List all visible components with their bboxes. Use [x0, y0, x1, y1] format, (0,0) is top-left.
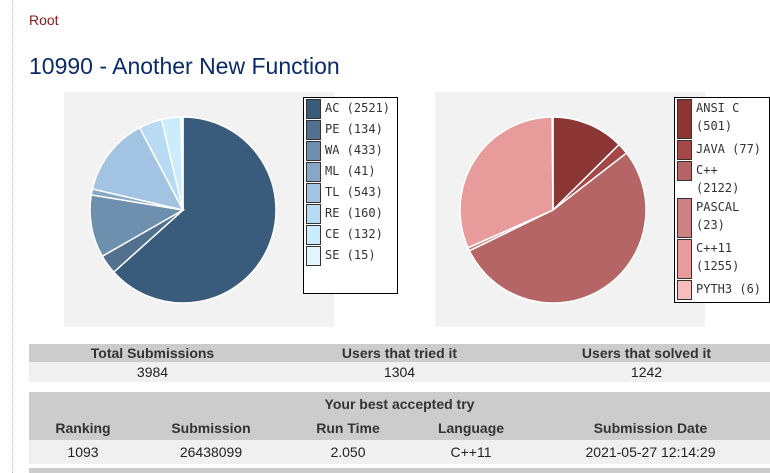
legend-swatch — [677, 198, 692, 238]
verdict-pie-chart — [64, 92, 334, 327]
best-accepted-try-table: Your best accepted try Ranking Submissio… — [29, 392, 770, 464]
legend-swatch — [306, 141, 321, 161]
run-time-value: 2.050 — [330, 444, 366, 460]
legend-item-ac: AC (2521) — [304, 98, 397, 119]
pie-slice-ac — [112, 116, 277, 304]
best-value-row: 1093 26438099 2.050 C++11 2021-05-27 12:… — [29, 440, 770, 464]
legend-label: C++ (2122) — [696, 163, 740, 195]
legend-swatch — [306, 120, 321, 140]
legend-swatch — [306, 183, 321, 203]
legend-label: AC (2521) — [325, 101, 391, 115]
stats-value-row: 3984 1304 1242 — [29, 362, 770, 382]
legend-item-wa: WA (433) — [304, 140, 397, 161]
breadcrumb-root-link[interactable]: Root — [29, 12, 59, 28]
legend-swatch — [677, 239, 692, 279]
legend-item-se: SE (15) — [304, 245, 397, 266]
stats-header-row: Total Submissions Users that tried it Us… — [29, 344, 770, 362]
legend-swatch — [306, 162, 321, 182]
legend-item-pe: PE (134) — [304, 119, 397, 140]
best-accepted-title: Your best accepted try — [29, 392, 770, 416]
legend-label: TL (543) — [325, 185, 383, 199]
legend-item-java: JAVA (77) — [675, 139, 769, 160]
legend-item-tl: TL (543) — [304, 182, 397, 203]
legend-label: PASCAL (23) — [696, 200, 740, 232]
submission-date-header: Submission Date — [593, 420, 708, 436]
language-header: Language — [437, 420, 505, 436]
pie-slice-c-11 — [459, 116, 554, 249]
legend-item-pyth3: PYTH3 (6) — [675, 279, 769, 300]
pie-slice-pyth3 — [551, 116, 554, 211]
legend-swatch — [306, 225, 321, 245]
users-solved-header: Users that solved it — [581, 345, 712, 361]
legend-item-cpp: C++ (2122) — [675, 160, 769, 197]
legend-label: RE (160) — [325, 206, 383, 220]
legend-swatch — [677, 99, 692, 139]
best-header-row: Ranking Submission Run Time Language Sub… — [29, 416, 770, 440]
legend-swatch — [677, 140, 692, 160]
legend-swatch — [306, 246, 321, 266]
legend-label: JAVA (77) — [696, 142, 762, 156]
legend-label: SE (15) — [325, 248, 376, 262]
language-value: C++11 — [450, 444, 492, 460]
ranking-value: 1093 — [67, 444, 99, 460]
legend-label: CE (132) — [325, 227, 383, 241]
legend-swatch — [677, 161, 692, 181]
submission-header: Submission — [171, 420, 251, 436]
pie-slice-c- — [468, 151, 647, 304]
legend-swatch — [306, 99, 321, 119]
legend-label: WA (433) — [325, 143, 383, 157]
legend-label: ML (41) — [325, 164, 376, 178]
legend-item-re: RE (160) — [304, 203, 397, 224]
legend-label: C++11 (1255) — [696, 241, 740, 273]
legend-item-ansi-c: ANSI C (501) — [675, 98, 769, 139]
total-submissions-value: 3984 — [136, 364, 169, 380]
legend-item-pascal: PASCAL (23) — [675, 197, 769, 238]
left-dotted-rule — [12, 0, 13, 473]
pie-slice-tl — [91, 126, 185, 212]
legend-swatch — [306, 204, 321, 224]
legend-swatch — [677, 280, 692, 300]
users-solved-value: 1242 — [630, 364, 663, 380]
total-submissions-header: Total Submissions — [90, 345, 215, 361]
language-pie-svg — [459, 116, 647, 304]
users-tried-value: 1304 — [383, 364, 416, 380]
language-pie-chart — [435, 92, 705, 327]
run-time-header: Run Time — [316, 420, 380, 436]
legend-label: PE (134) — [325, 122, 383, 136]
pie-slice-ansi-c — [552, 116, 621, 212]
verdict-pie-svg — [89, 116, 277, 304]
language-legend: ANSI C (501) JAVA (77) C++ (2122) PASCAL… — [674, 97, 770, 303]
legend-item-ce: CE (132) — [304, 224, 397, 245]
verdict-legend: AC (2521) PE (134) WA (433) ML (41) TL (… — [303, 97, 398, 294]
legend-item-cpp11: C++11 (1255) — [675, 238, 769, 279]
legend-label: PYTH3 (6) — [696, 282, 762, 296]
legend-item-ml: ML (41) — [304, 161, 397, 182]
legend-label: ANSI C (501) — [696, 101, 740, 133]
users-tried-header: Users that tried it — [341, 345, 458, 361]
bottom-divider — [29, 468, 770, 473]
pie-slice-se — [180, 116, 184, 211]
submission-date-value: 2021-05-27 12:14:29 — [585, 444, 716, 460]
submission-stats-table: Total Submissions Users that tried it Us… — [29, 344, 770, 382]
page-title: 10990 - Another New Function — [29, 53, 340, 79]
submission-id-value: 26438099 — [179, 444, 243, 460]
ranking-header: Ranking — [55, 420, 111, 436]
